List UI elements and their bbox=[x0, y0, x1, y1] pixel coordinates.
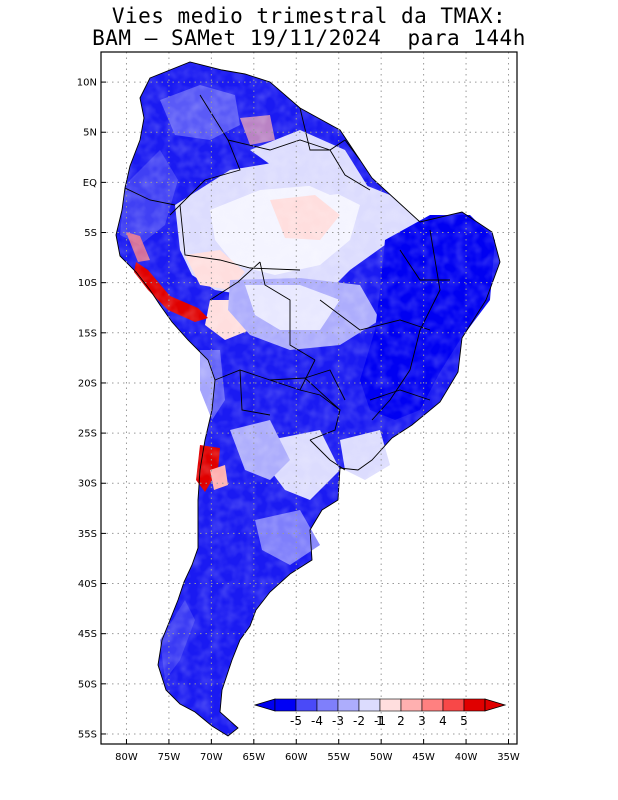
lon-tick-label: 35W bbox=[497, 752, 520, 763]
colorbar-swatch bbox=[295, 698, 318, 712]
colorbar-label: 2 bbox=[397, 714, 405, 728]
colorbar-over-arrow bbox=[484, 698, 507, 712]
graticule bbox=[101, 52, 517, 744]
colorbar-label: 4 bbox=[439, 714, 447, 728]
axes: 10N 5N EQ 5S 10S 15S 20S 25S 30S 35S 40S 45S 50S 55S 8… bbox=[77, 78, 520, 763]
map-frame bbox=[100, 51, 518, 745]
lat-tick-label: 25S bbox=[78, 429, 97, 440]
chart-title-line-1: Vies medio trimestral da TMAX: bbox=[111, 4, 507, 28]
lat-tick-label: 5S bbox=[84, 228, 97, 239]
chart-title-line-2: BAM – SAMet 19/11/2024 para 144h bbox=[92, 26, 526, 50]
colorbar-label: -4 bbox=[311, 714, 323, 728]
colorbar-swatch bbox=[337, 698, 360, 712]
colorbar-swatch bbox=[358, 698, 381, 712]
lat-tick-label: 45S bbox=[78, 629, 97, 640]
lat-tick-label: 55S bbox=[78, 729, 97, 740]
colorbar-swatch bbox=[379, 698, 402, 712]
colorbar-label: 3 bbox=[418, 714, 426, 728]
colorbar-swatch bbox=[442, 698, 465, 712]
lon-tick-label: 50W bbox=[370, 752, 393, 763]
colorbar-swatch bbox=[316, 698, 339, 712]
colorbar-swatch bbox=[421, 698, 444, 712]
colorbar-label: -5 bbox=[290, 714, 302, 728]
lat-tick-label: 15S bbox=[78, 328, 97, 339]
lon-tick-label: 75W bbox=[158, 752, 181, 763]
field-texture bbox=[101, 52, 517, 744]
lon-tick-label: 45W bbox=[412, 752, 435, 763]
colorbar-swatch bbox=[463, 698, 486, 712]
lat-tick-label: 30S bbox=[78, 479, 97, 490]
colorbar-swatch bbox=[274, 698, 297, 712]
lon-tick-label: 70W bbox=[200, 752, 223, 763]
lat-tick-label: 20S bbox=[78, 378, 97, 389]
lat-tick-label: 10S bbox=[78, 278, 97, 289]
lat-tick-label: 50S bbox=[78, 679, 97, 690]
lon-tick-label: 65W bbox=[243, 752, 266, 763]
lat-tick-label: 40S bbox=[78, 579, 97, 590]
lon-tick-label: 40W bbox=[455, 752, 478, 763]
colorbar-swatch bbox=[400, 698, 423, 712]
lat-tick-label: 35S bbox=[78, 529, 97, 540]
colorbar: -5 -4 -3 -2 -11 2 3 4 5 bbox=[253, 698, 507, 728]
colorbar-label: 1 bbox=[376, 714, 384, 728]
colorbar-label: 5 bbox=[460, 714, 468, 728]
colorbar-label: -1 bbox=[374, 714, 386, 728]
lon-tick-label: 80W bbox=[115, 752, 138, 763]
colorbar-label: -3 bbox=[332, 714, 344, 728]
lat-tick-label: EQ bbox=[83, 178, 97, 189]
lat-tick-label: 5N bbox=[83, 128, 97, 139]
lon-tick-label: 55W bbox=[327, 752, 350, 763]
lat-tick-label: 10N bbox=[77, 78, 97, 89]
bias-field bbox=[101, 52, 517, 744]
lon-tick-label: 60W bbox=[285, 752, 308, 763]
colorbar-label: -2 bbox=[353, 714, 365, 728]
